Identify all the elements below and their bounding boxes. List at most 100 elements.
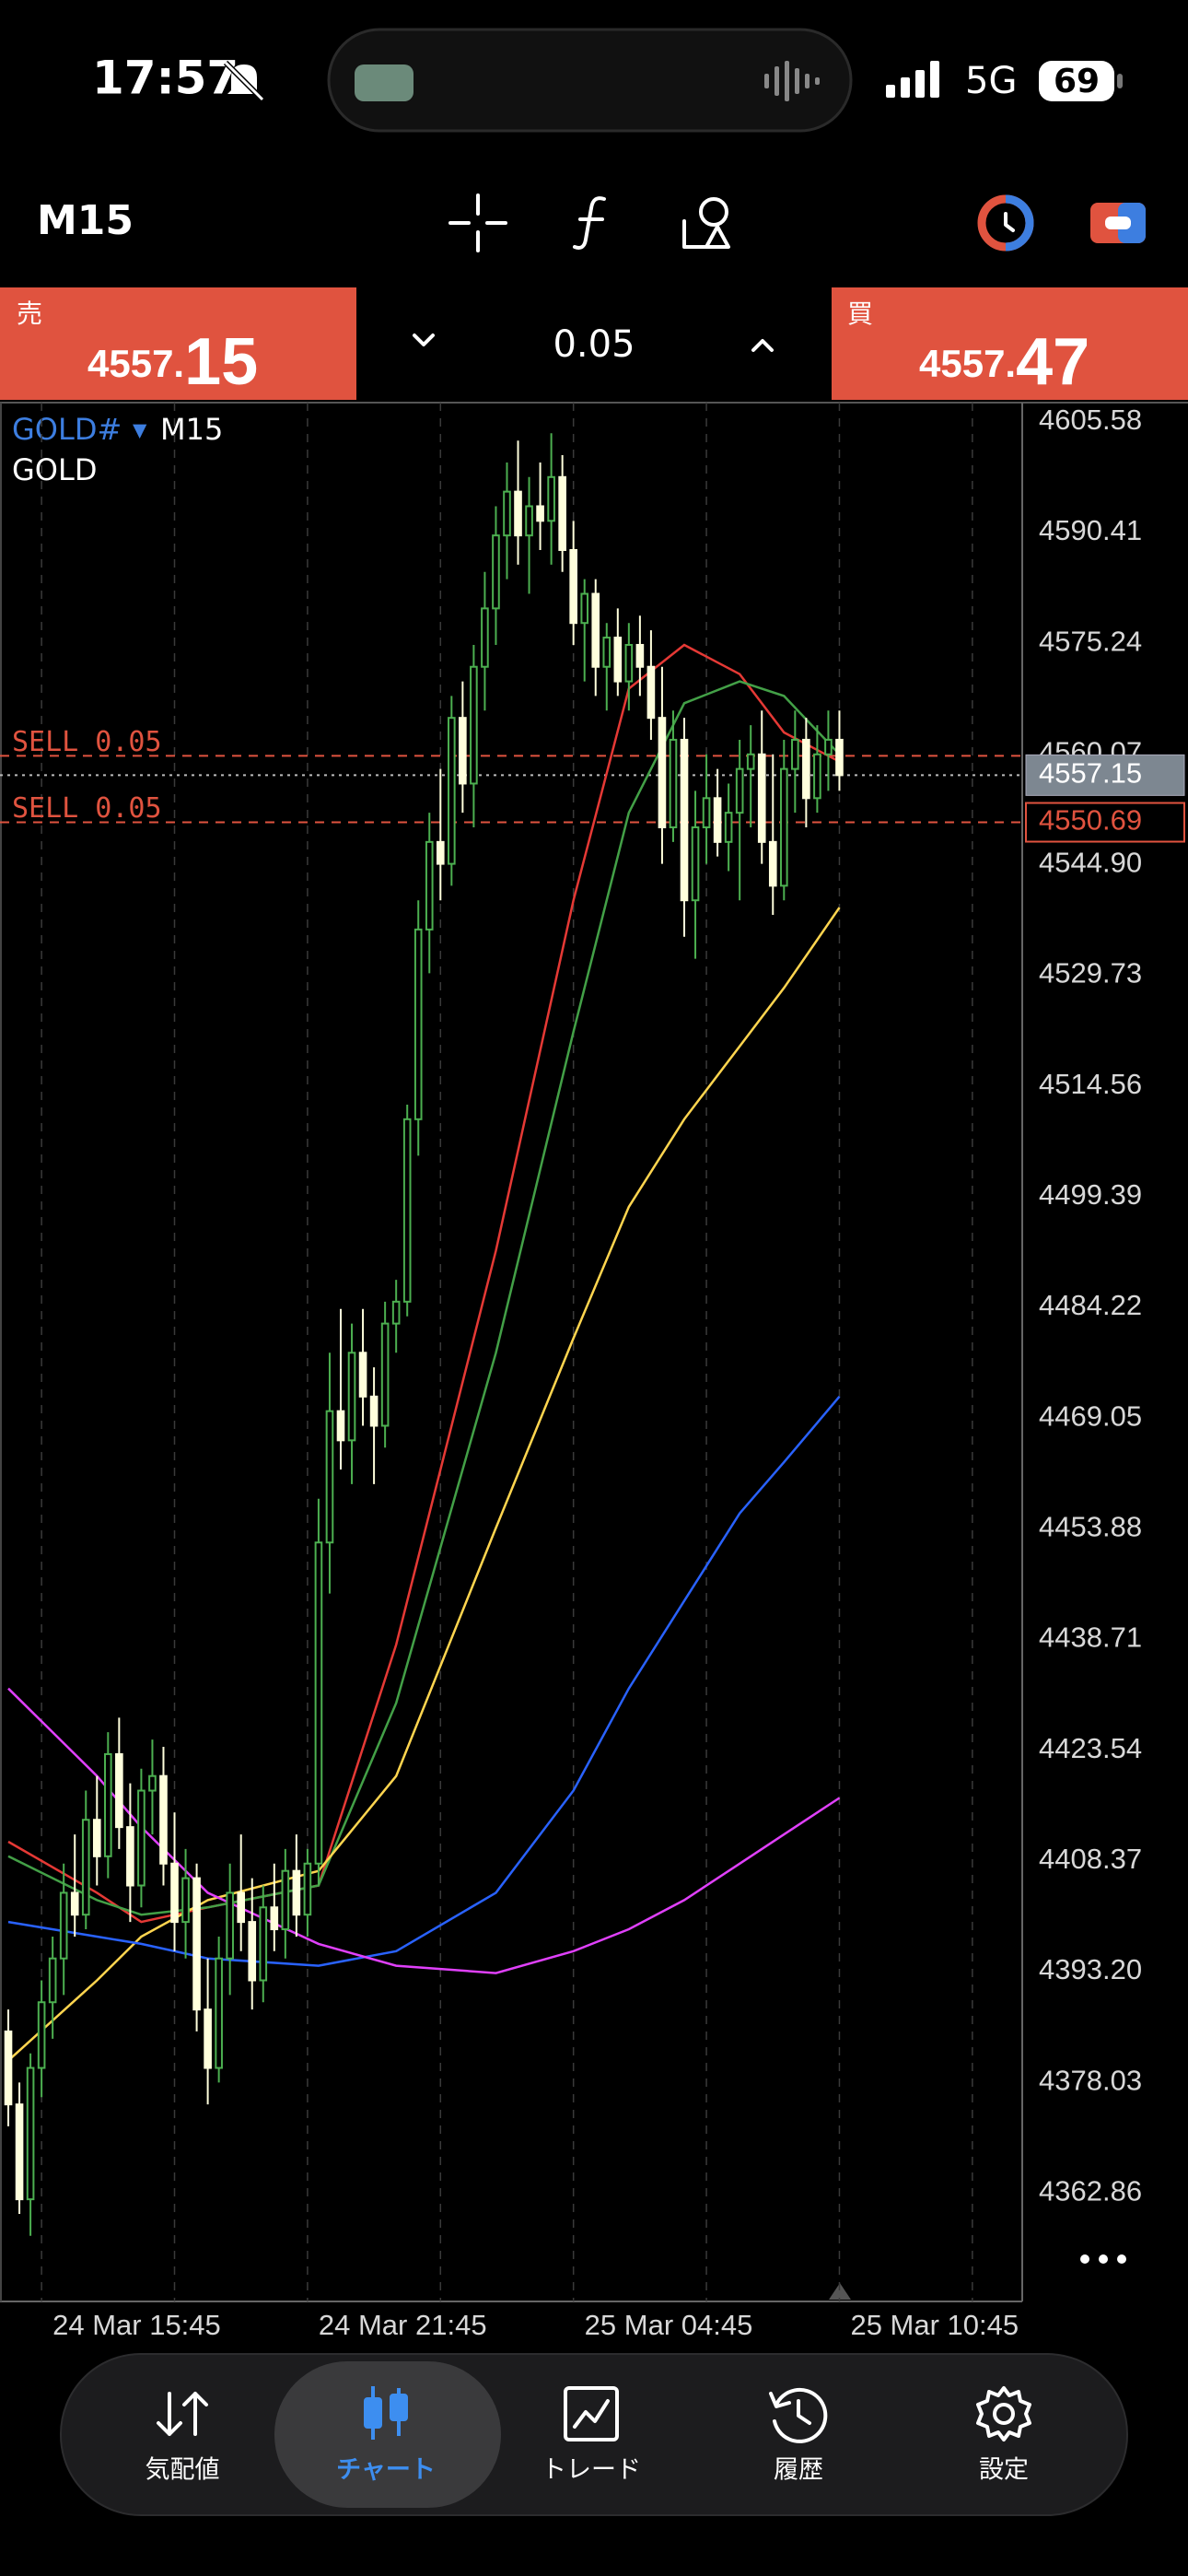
buy-button[interactable] (832, 287, 1188, 400)
candle-body (259, 1906, 268, 1982)
candle-body (170, 1862, 179, 1924)
candle-body (281, 1869, 290, 1931)
nav-label[interactable]: トレード (542, 2456, 641, 2485)
nav-active-pill (274, 2361, 501, 2508)
candle-body (336, 1410, 345, 1442)
candle-body (503, 490, 511, 537)
nav-label[interactable]: 気配値 (146, 2456, 220, 2485)
price-tick-label: 4605.58 (1039, 404, 1142, 436)
candle-body (569, 549, 577, 625)
nav-label[interactable]: 設定 (979, 2456, 1029, 2485)
order-price-box (1025, 802, 1185, 843)
candle-body (402, 1118, 412, 1303)
sell-button[interactable] (0, 287, 356, 400)
price-tick-label: 4469.05 (1039, 1399, 1142, 1432)
candle-body (492, 534, 500, 610)
buy-price-main: 4557. (919, 342, 1016, 385)
orders-layer (0, 755, 1022, 824)
nav-label[interactable]: チャート (336, 2456, 436, 2485)
bid-price-box (1025, 754, 1185, 796)
time-tick-label: 25 Mar 04:45 (585, 2309, 753, 2341)
candle-body (314, 1541, 323, 1865)
one-click-button[interactable] (977, 194, 1034, 252)
price-tick-label: 4408.37 (1039, 1843, 1142, 1875)
candle-body (802, 738, 810, 800)
crosshair-button[interactable] (448, 193, 507, 252)
price-tick-label: 4438.71 (1039, 1622, 1142, 1654)
bid-price-label: 4557.15 (1039, 757, 1142, 790)
candle-body (525, 505, 533, 537)
sell-label: 売 (17, 299, 42, 329)
candle-body (26, 2067, 35, 2201)
symbol-menu[interactable]: ▼ (133, 419, 147, 441)
buy-price: 4557.47 (919, 325, 1089, 399)
sell-price-pips: 15 (184, 325, 258, 399)
price-tick-label: 4544.90 (1039, 847, 1142, 879)
moving-average (7, 907, 841, 2062)
labels-layer: 4605.584590.414575.244560.074544.904529.… (12, 404, 1185, 2341)
volume-down[interactable] (413, 334, 435, 346)
moving-average (7, 1395, 841, 1967)
objects-button[interactable] (682, 197, 730, 249)
chart-icon (364, 2386, 408, 2440)
price-tick-label: 4378.03 (1039, 2064, 1142, 2096)
nav-label[interactable]: 履歴 (774, 2456, 823, 2485)
candle-body (791, 738, 799, 770)
settings-icon (976, 2386, 1031, 2441)
candle-body (70, 1891, 79, 1916)
price-tick-label: 4484.22 (1039, 1289, 1142, 1321)
candle-body (413, 928, 423, 1120)
candle-body (248, 1921, 257, 1982)
current-time-marker (829, 2283, 851, 2300)
candle-body (613, 637, 623, 683)
order-label: SELL 0.05 (12, 726, 162, 758)
symbol[interactable]: GOLD# (12, 412, 122, 447)
candle-body (558, 475, 566, 552)
candle-body (746, 753, 755, 770)
candle-body (735, 767, 744, 814)
price-tick-label: 4393.20 (1039, 1953, 1142, 1985)
candle-body (48, 1957, 57, 2004)
audio-wave (764, 61, 820, 101)
battery (1039, 61, 1114, 101)
moving-average (7, 680, 841, 1916)
candle-body (425, 840, 434, 931)
price-tick-label: 4514.56 (1039, 1068, 1142, 1100)
candle-body (104, 1752, 112, 1857)
candle-body (303, 1862, 312, 1916)
candle-body (536, 505, 544, 522)
trade-button[interactable] (1090, 203, 1146, 243)
toolbar: M15 (37, 193, 1146, 252)
time-tick-label: 24 Mar 21:45 (319, 2309, 487, 2341)
candle-body (813, 753, 821, 800)
timeframe-button[interactable]: M15 (37, 197, 134, 244)
candle-body (270, 1906, 279, 1931)
candle-body (15, 2103, 24, 2201)
volume-up[interactable] (751, 339, 774, 352)
buy-label: 買 (847, 299, 873, 329)
candle-body (646, 665, 656, 720)
volume[interactable]: 0.05 (553, 323, 635, 366)
time-tick-label: 25 Mar 10:45 (850, 2309, 1019, 2341)
candle-body (470, 665, 478, 785)
candle-body (669, 738, 678, 828)
candle-body (204, 2008, 212, 2069)
indicator-button[interactable] (573, 196, 606, 250)
candle-body (358, 1352, 367, 1398)
candle-body (137, 1789, 146, 1887)
candle-body (237, 1891, 246, 1924)
candle-body (779, 767, 788, 887)
candle-body (580, 592, 589, 625)
time-tick-label: 24 Mar 15:45 (52, 2309, 221, 2341)
symbol-description: GOLD (12, 452, 97, 487)
candle-body (481, 607, 489, 668)
price-tick-label: 4499.39 (1039, 1178, 1142, 1211)
more-button[interactable] (1080, 2254, 1126, 2264)
candle-body (757, 753, 766, 843)
battery-level: 69 (1054, 63, 1100, 100)
candle-body (159, 1774, 168, 1865)
chart-timeframe: M15 (160, 412, 223, 447)
order-price-label: 4550.69 (1039, 804, 1142, 837)
